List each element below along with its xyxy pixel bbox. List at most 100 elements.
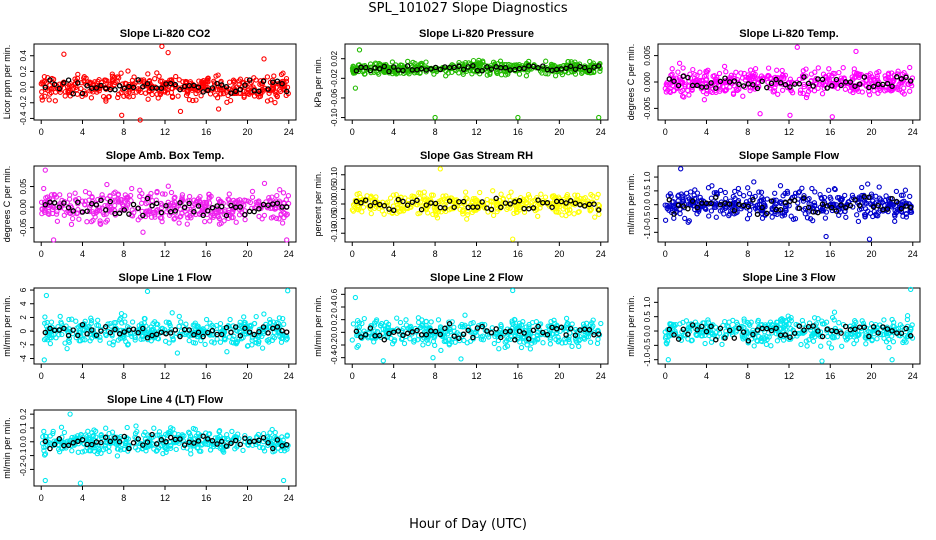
y-tick-label: 0.10 xyxy=(330,166,339,182)
data-point xyxy=(587,208,593,214)
x-tick-label: 24 xyxy=(596,371,606,381)
data-point xyxy=(106,93,112,100)
data-point xyxy=(428,66,434,72)
data-point xyxy=(218,220,224,226)
data-point xyxy=(694,190,701,196)
data-point xyxy=(144,208,150,214)
data-point xyxy=(866,84,872,91)
data-point xyxy=(103,425,109,431)
data-point xyxy=(420,342,426,348)
data-point xyxy=(749,194,756,201)
data-point xyxy=(172,81,179,88)
data-point xyxy=(145,71,151,77)
x-tick-label: 16 xyxy=(825,249,835,259)
data-point xyxy=(66,192,73,198)
data-point xyxy=(768,198,775,204)
data-point xyxy=(907,88,913,94)
data-point xyxy=(69,448,75,454)
data-point xyxy=(696,77,703,84)
data-point xyxy=(833,208,840,214)
data-point xyxy=(844,332,850,338)
data-point xyxy=(400,67,406,74)
data-point xyxy=(796,323,803,329)
data-point xyxy=(42,433,49,440)
data-point xyxy=(572,200,579,206)
data-point xyxy=(97,205,103,211)
data-point xyxy=(54,218,61,224)
data-point xyxy=(903,74,909,81)
data-point xyxy=(418,65,425,72)
data-point xyxy=(587,322,594,328)
x-tick-label: 4 xyxy=(80,127,85,137)
data-point xyxy=(680,73,687,79)
data-point xyxy=(592,214,598,220)
data-point xyxy=(201,440,207,446)
data-point xyxy=(530,205,537,211)
data-point xyxy=(193,90,199,97)
data-point xyxy=(107,329,114,336)
data-point xyxy=(137,117,143,123)
data-point xyxy=(195,84,202,90)
data-point xyxy=(211,340,217,346)
data-point xyxy=(195,323,201,329)
data-point xyxy=(446,340,453,347)
data-point xyxy=(261,311,267,317)
x-tick-label: 8 xyxy=(433,127,438,137)
data-point xyxy=(400,332,406,339)
data-point xyxy=(460,71,466,77)
data-point xyxy=(202,203,208,210)
data-point xyxy=(815,65,821,71)
x-tick-label: 20 xyxy=(243,127,253,137)
data-point xyxy=(186,430,193,437)
data-point xyxy=(82,337,88,343)
data-point xyxy=(265,86,271,92)
data-point xyxy=(854,212,860,218)
data-point xyxy=(79,90,86,97)
x-tick-label: 12 xyxy=(471,127,481,137)
data-point xyxy=(144,195,151,202)
data-point xyxy=(358,200,364,206)
data-point xyxy=(432,328,439,335)
data-point xyxy=(76,216,82,222)
data-point xyxy=(349,207,356,213)
data-point xyxy=(389,59,396,65)
data-point xyxy=(144,335,151,341)
data-point xyxy=(74,91,81,97)
data-point xyxy=(186,197,193,204)
data-point xyxy=(842,204,849,211)
data-point xyxy=(86,208,93,215)
data-point xyxy=(540,329,546,336)
data-point xyxy=(595,63,602,69)
data-point xyxy=(224,99,230,105)
data-point xyxy=(102,207,109,213)
data-point xyxy=(155,95,161,101)
data-point xyxy=(112,202,118,209)
data-point xyxy=(172,208,179,214)
data-point xyxy=(53,335,59,341)
data-point xyxy=(907,78,914,84)
y-tick-label: -0.2 xyxy=(19,462,28,476)
data-point xyxy=(165,183,171,189)
data-point xyxy=(494,208,500,215)
y-tick-label: 1.0 xyxy=(643,296,652,308)
data-series-black xyxy=(666,322,914,344)
data-point xyxy=(476,57,482,64)
data-point xyxy=(215,434,221,441)
data-point xyxy=(828,196,834,202)
data-point xyxy=(679,195,685,201)
data-point xyxy=(567,198,574,204)
data-point xyxy=(829,201,836,208)
y-tick-label: 0.05 xyxy=(330,181,339,197)
data-point xyxy=(490,212,497,219)
data-point xyxy=(822,215,829,221)
data-point xyxy=(185,215,191,221)
data-point xyxy=(137,187,143,193)
data-point xyxy=(800,75,806,81)
data-point xyxy=(703,328,710,335)
data-point xyxy=(558,324,565,331)
data-point xyxy=(895,86,901,92)
data-point xyxy=(703,84,710,90)
data-point xyxy=(446,320,453,327)
data-point xyxy=(687,75,694,81)
data-point xyxy=(179,210,185,217)
